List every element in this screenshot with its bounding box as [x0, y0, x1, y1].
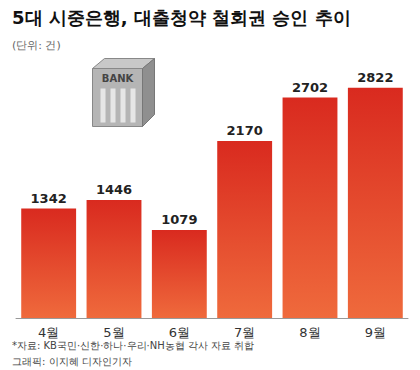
svg-text:6월: 6월	[169, 325, 190, 340]
svg-text:5대 시중은행, 대출청약 철회권 승인 추이: 5대 시중은행, 대출청약 철회권 승인 추이	[12, 7, 351, 28]
svg-text:7월: 7월	[234, 325, 255, 340]
svg-text:1342: 1342	[31, 191, 67, 206]
svg-text:(단위: 건): (단위: 건)	[12, 39, 61, 52]
svg-text:*자료: KB국민·신한·하나·우리·NH농협 각사 자료: *자료: KB국민·신한·하나·우리·NH농협 각사 자료 취합	[12, 340, 254, 351]
svg-text:BANK: BANK	[102, 73, 135, 84]
svg-text:8월: 8월	[299, 325, 320, 340]
svg-text:그래픽: 이지혜 디자인기자: 그래픽: 이지혜 디자인기자	[12, 356, 132, 367]
svg-text:2822: 2822	[357, 70, 393, 85]
svg-text:1446: 1446	[96, 182, 132, 197]
svg-text:1079: 1079	[161, 212, 197, 227]
svg-text:9월: 9월	[365, 325, 386, 340]
svg-text:4월: 4월	[38, 325, 59, 340]
svg-text:5월: 5월	[103, 325, 124, 340]
svg-text:2170: 2170	[227, 123, 263, 138]
svg-text:2702: 2702	[292, 80, 328, 95]
